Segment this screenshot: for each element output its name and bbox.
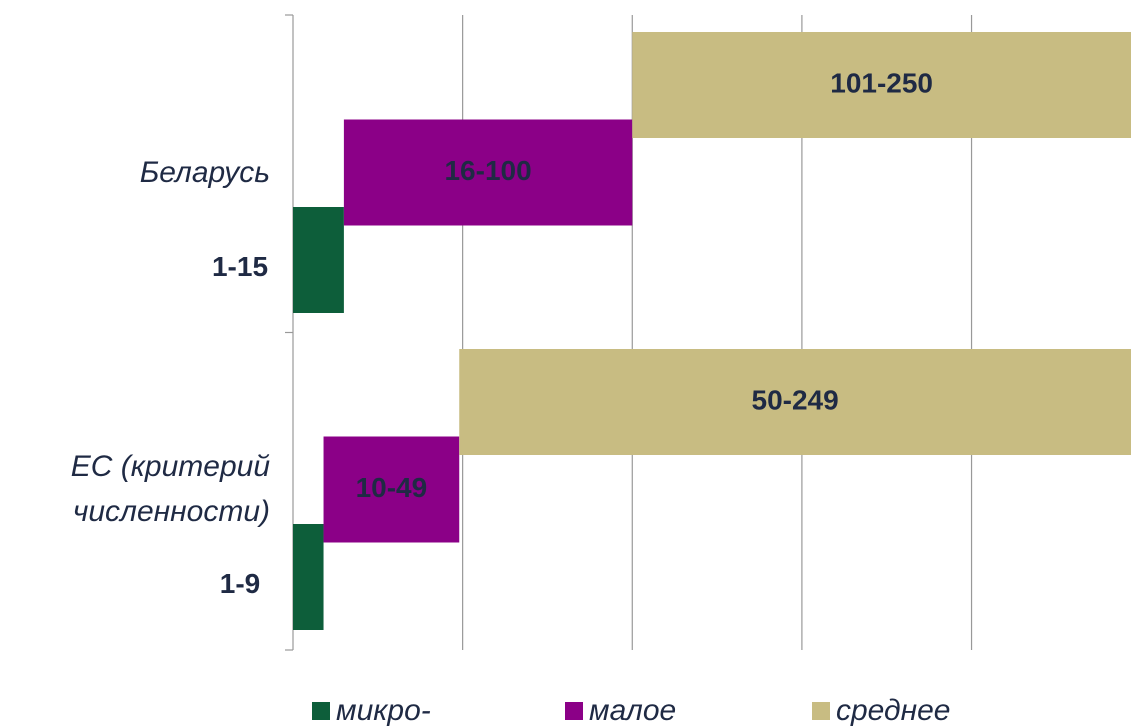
legend-label: малое [589,694,676,726]
legend-swatch [812,702,830,720]
value-label: 10-49 [356,472,428,503]
value-label: 50-249 [752,384,839,415]
bars [293,32,1131,630]
legend-label: среднее [836,694,951,726]
bar [293,524,324,630]
category-label: Беларусь [139,155,270,189]
category-label: ЕС (критерий численности) [70,450,270,528]
bar [323,436,460,543]
value-label: 101-250 [830,67,933,98]
value-label: 1-15 [212,251,268,282]
bar [293,207,344,313]
value-label: 16-100 [444,155,531,186]
bar [459,349,1131,455]
legend-swatch [565,702,583,720]
value-label: 1-9 [220,568,260,599]
bar [632,32,1131,138]
bar [343,119,633,226]
legend-label: микро- [336,694,431,726]
legend-swatch [312,702,330,720]
